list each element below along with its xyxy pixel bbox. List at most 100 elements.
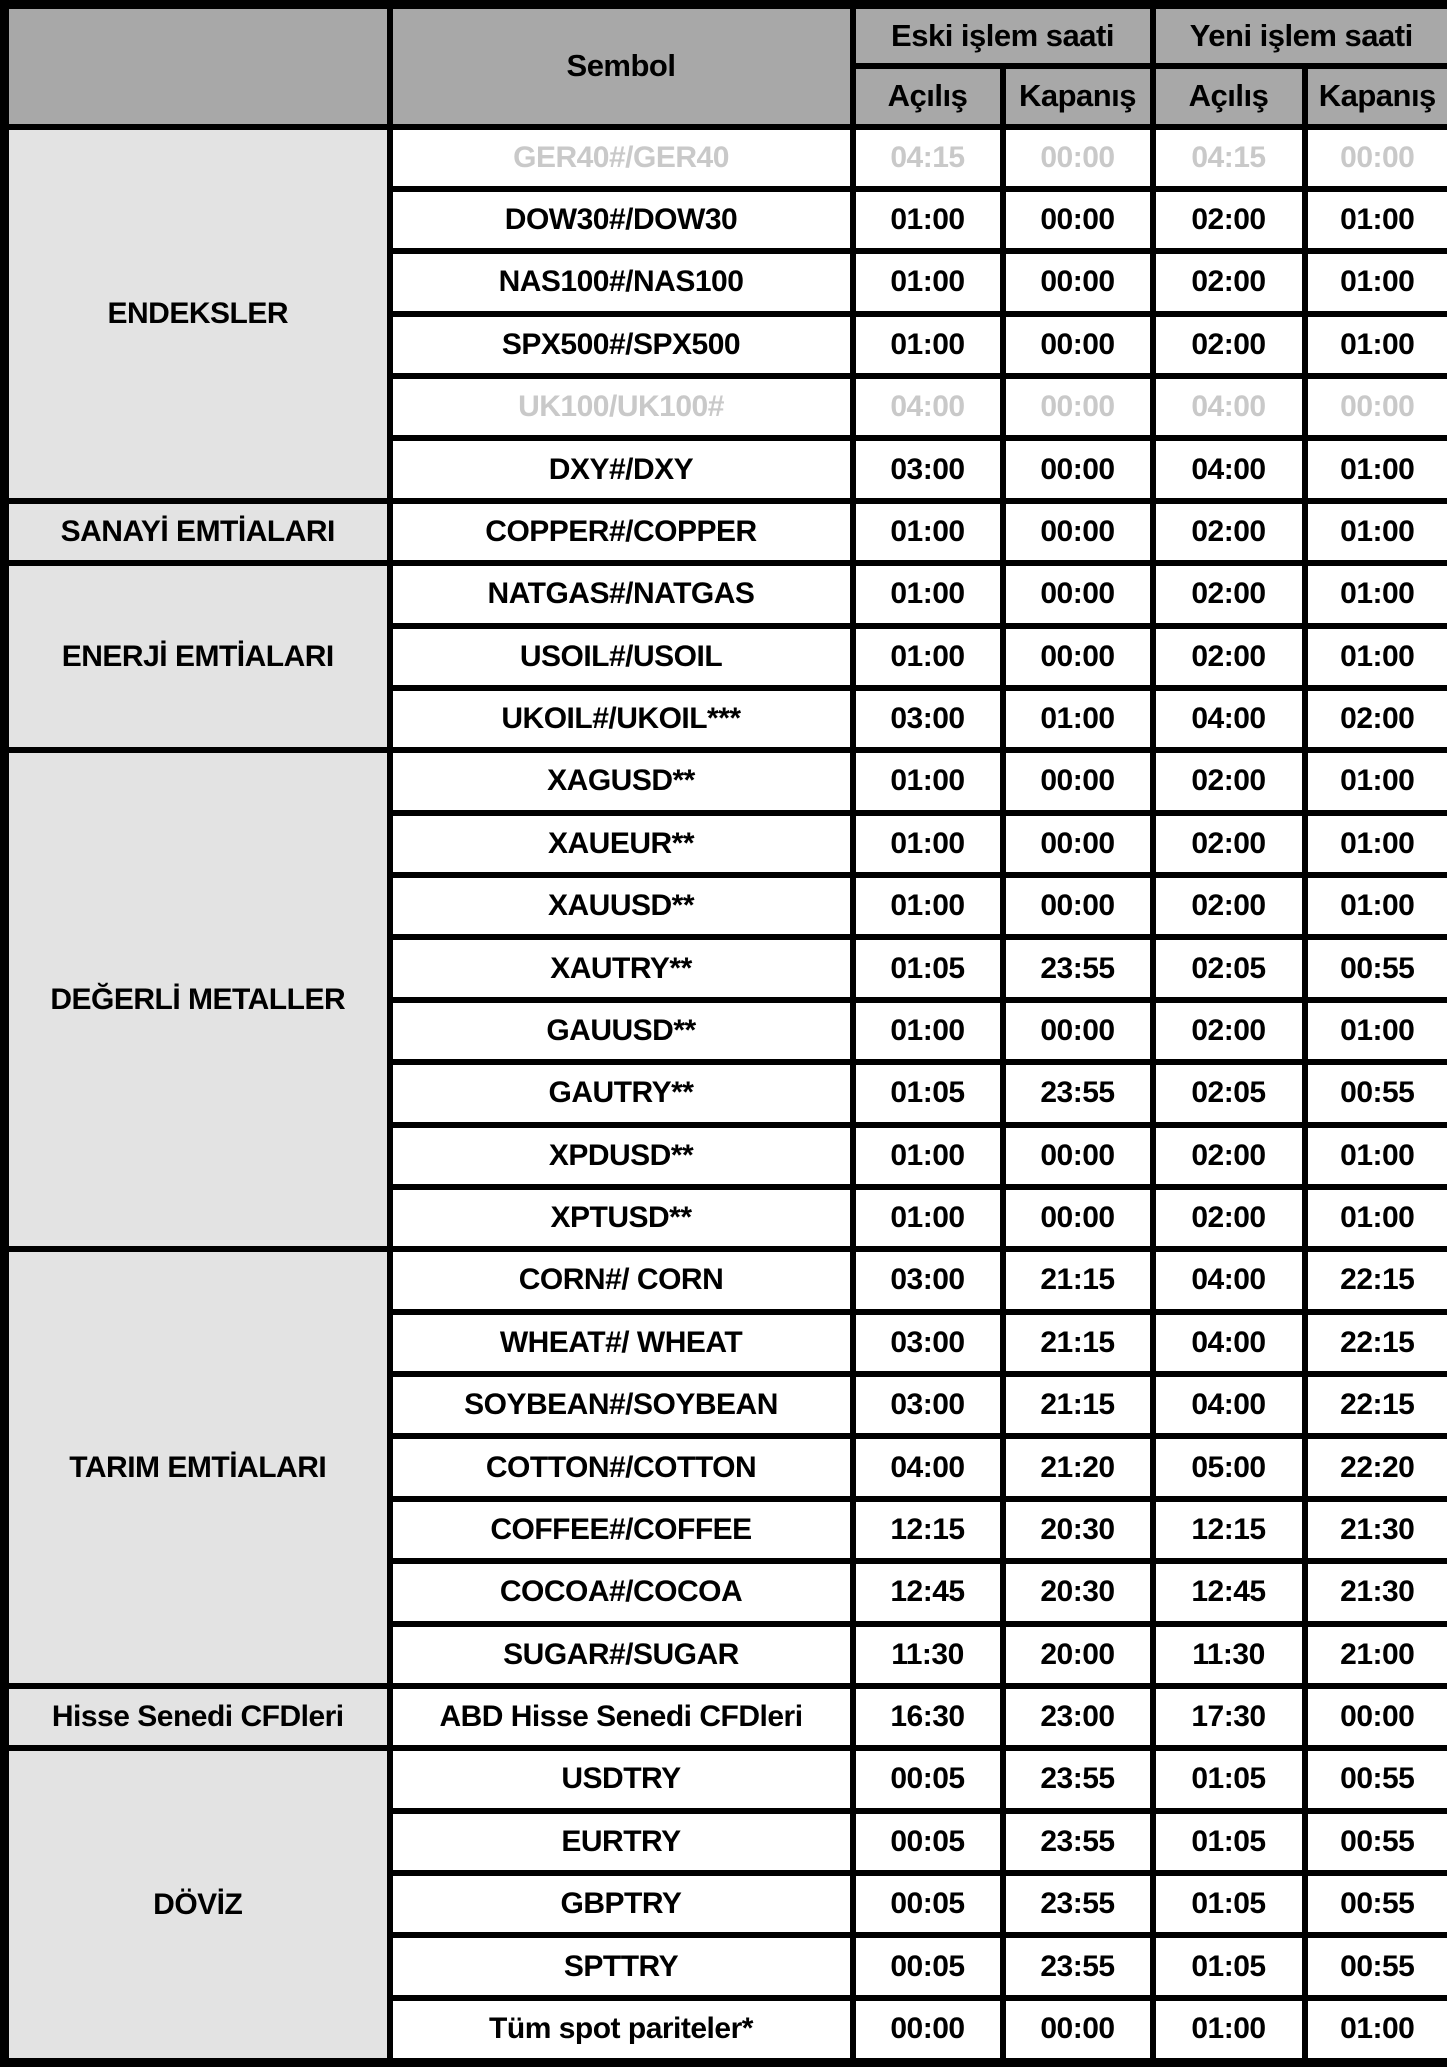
corner-cell: [1, 1, 393, 130]
old-open-cell: 01:00: [849, 1121, 1006, 1190]
new-open-cell: 02:00: [1149, 871, 1308, 941]
symbol-cell: WHEAT#/ WHEAT: [386, 1308, 856, 1378]
new-close-cell: 01:00: [1301, 1183, 1447, 1253]
new-close-cell: 02:00: [1301, 684, 1447, 754]
column-group-old-hours: Eski işlem saati: [849, 1, 1156, 69]
table-row: XPDUSD** 01:00 00:00 02:00 01:00: [5, 1121, 1447, 1190]
table-row: DEĞERLİ METALLER XAGUSD** 01:00 00:00 02…: [1, 747, 1447, 1253]
old-open-cell: 03:00: [849, 1370, 1006, 1440]
symbol-cell: EURTRY: [386, 1807, 856, 1877]
new-close-cell: 01:00: [1301, 809, 1447, 879]
new-close-cell: 00:55: [1301, 1807, 1447, 1877]
category-cell: SANAYİ EMTİALARI: [1, 497, 393, 567]
symbol-cell: XAUTRY**: [386, 934, 856, 1003]
new-open-cell: 02:00: [1149, 248, 1308, 317]
table-row: SOYBEAN#/SOYBEAN 03:00 21:15 04:00 22:15: [5, 1370, 1447, 1440]
symbol-cell: UKOIL#/UKOIL***: [386, 684, 856, 754]
table-row: GAUTRY** 01:05 23:55 02:05 00:55: [5, 1059, 1447, 1128]
table-row: COTTON#/COTTON 04:00 21:20 05:00 22:20: [5, 1433, 1447, 1502]
new-open-cell: 02:00: [1149, 185, 1308, 255]
table-row: ENDEKSLER GER40#/GER40 04:15 00:00 04:15…: [1, 123, 1447, 504]
new-close-cell: 01:00: [1301, 435, 1447, 504]
old-open-cell: 04:00: [849, 372, 1006, 442]
symbol-cell: NATGAS#/NATGAS: [386, 560, 856, 629]
table-row: SANAYİ EMTİALARI COPPER#/COPPER 01:00 00…: [1, 497, 1447, 567]
new-open-cell: 01:05: [1149, 1869, 1308, 1939]
table-row: SPX500#/SPX500 01:00 00:00 02:00 01:00: [5, 310, 1447, 380]
old-open-cell: 01:00: [849, 185, 1006, 255]
symbol-cell: GER40#/GER40: [386, 123, 856, 192]
new-close-cell: 00:55: [1301, 1932, 1447, 2001]
column-header-new-open: Açılış: [1149, 62, 1308, 130]
old-open-cell: 16:30: [849, 1682, 1006, 1752]
category-cell: DEĞERLİ METALLER: [1, 747, 393, 1253]
table-row: GBPTRY 00:05 23:55 01:05 00:55: [5, 1869, 1447, 1939]
old-open-cell: 01:00: [849, 1183, 1006, 1253]
header-row-groups: Sembol Eski işlem saati Yeni işlem saati: [1, 1, 1447, 130]
old-open-cell: 04:15: [849, 123, 1006, 192]
symbol-cell: COTTON#/COTTON: [386, 1433, 856, 1502]
table-row: XAUUSD** 01:00 00:00 02:00 01:00: [5, 871, 1447, 941]
new-close-cell: 21:30: [1301, 1495, 1447, 1565]
new-open-cell: 12:15: [1149, 1495, 1308, 1565]
symbol-cell: COPPER#/COPPER: [386, 497, 856, 567]
new-close-cell: 22:15: [1301, 1308, 1447, 1378]
category-cell: ENDEKSLER: [1, 123, 393, 504]
new-close-cell: 01:00: [1301, 1121, 1447, 1190]
table-row: UKOIL#/UKOIL*** 03:00 01:00 04:00 02:00: [5, 684, 1447, 754]
table-row: EURTRY 00:05 23:55 01:05 00:55: [5, 1807, 1447, 1877]
new-close-cell: 01:00: [1301, 1994, 1447, 2066]
column-header-old-open: Açılış: [849, 62, 1006, 130]
new-open-cell: 02:00: [1149, 747, 1308, 816]
new-open-cell: 02:00: [1149, 809, 1308, 879]
symbol-cell: XAGUSD**: [386, 747, 856, 816]
new-open-cell: 04:00: [1149, 1308, 1308, 1378]
old-close-cell: 21:15: [999, 1246, 1156, 1315]
new-open-cell: 01:05: [1149, 1745, 1308, 1814]
old-close-cell: 23:55: [999, 1869, 1156, 1939]
new-close-cell: 21:00: [1301, 1620, 1447, 1689]
new-open-cell: 02:00: [1149, 1183, 1308, 1253]
old-open-cell: 01:00: [849, 622, 1006, 691]
old-close-cell: 00:00: [999, 248, 1156, 317]
symbol-cell: SUGAR#/SUGAR: [386, 1620, 856, 1689]
old-close-cell: 23:55: [999, 934, 1156, 1003]
new-close-cell: 00:00: [1301, 372, 1447, 442]
new-close-cell: 00:00: [1301, 1682, 1447, 1752]
table-row: XAUEUR** 01:00 00:00 02:00 01:00: [5, 809, 1447, 879]
symbol-cell: USOIL#/USOIL: [386, 622, 856, 691]
old-open-cell: 00:05: [849, 1807, 1006, 1877]
column-header-old-close: Kapanış: [999, 62, 1156, 130]
table-row: NAS100#/NAS100 01:00 00:00 02:00 01:00: [5, 248, 1447, 317]
old-close-cell: 21:15: [999, 1370, 1156, 1440]
new-open-cell: 02:05: [1149, 934, 1308, 1003]
table-row: WHEAT#/ WHEAT 03:00 21:15 04:00 22:15: [5, 1308, 1447, 1378]
new-open-cell: 02:05: [1149, 1059, 1308, 1128]
new-close-cell: 00:00: [1301, 123, 1447, 192]
symbol-cell: ABD Hisse Senedi CFDleri: [386, 1682, 856, 1752]
table-row: SPTTRY 00:05 23:55 01:05 00:55: [5, 1932, 1447, 2001]
table-row: COCOA#/COCOA 12:45 20:30 12:45 21:30: [5, 1558, 1447, 1627]
old-close-cell: 00:00: [999, 747, 1156, 816]
old-close-cell: 00:00: [999, 185, 1156, 255]
new-close-cell: 22:15: [1301, 1246, 1447, 1315]
table-row: GAUUSD** 01:00 00:00 02:00 01:00: [5, 996, 1447, 1066]
new-open-cell: 02:00: [1149, 497, 1308, 567]
category-cell: DÖVİZ: [1, 1745, 393, 2066]
symbol-cell: COCOA#/COCOA: [386, 1558, 856, 1627]
new-open-cell: 04:15: [1149, 123, 1308, 192]
category-cell: ENERJİ EMTİALARI: [1, 560, 393, 754]
table-row: XPTUSD** 01:00 00:00 02:00 01:00: [5, 1183, 1447, 1253]
old-open-cell: 01:00: [849, 809, 1006, 879]
old-open-cell: 11:30: [849, 1620, 1006, 1689]
new-open-cell: 02:00: [1149, 1121, 1308, 1190]
new-close-cell: 00:55: [1301, 1745, 1447, 1814]
category-cell: Hisse Senedi CFDleri: [1, 1682, 393, 1752]
symbol-cell: SPTTRY: [386, 1932, 856, 2001]
old-close-cell: 23:55: [999, 1932, 1156, 2001]
new-close-cell: 01:00: [1301, 248, 1447, 317]
old-open-cell: 01:00: [849, 560, 1006, 629]
table-row: DOW30#/DOW30 01:00 00:00 02:00 01:00: [5, 185, 1447, 255]
old-open-cell: 00:05: [849, 1932, 1006, 2001]
